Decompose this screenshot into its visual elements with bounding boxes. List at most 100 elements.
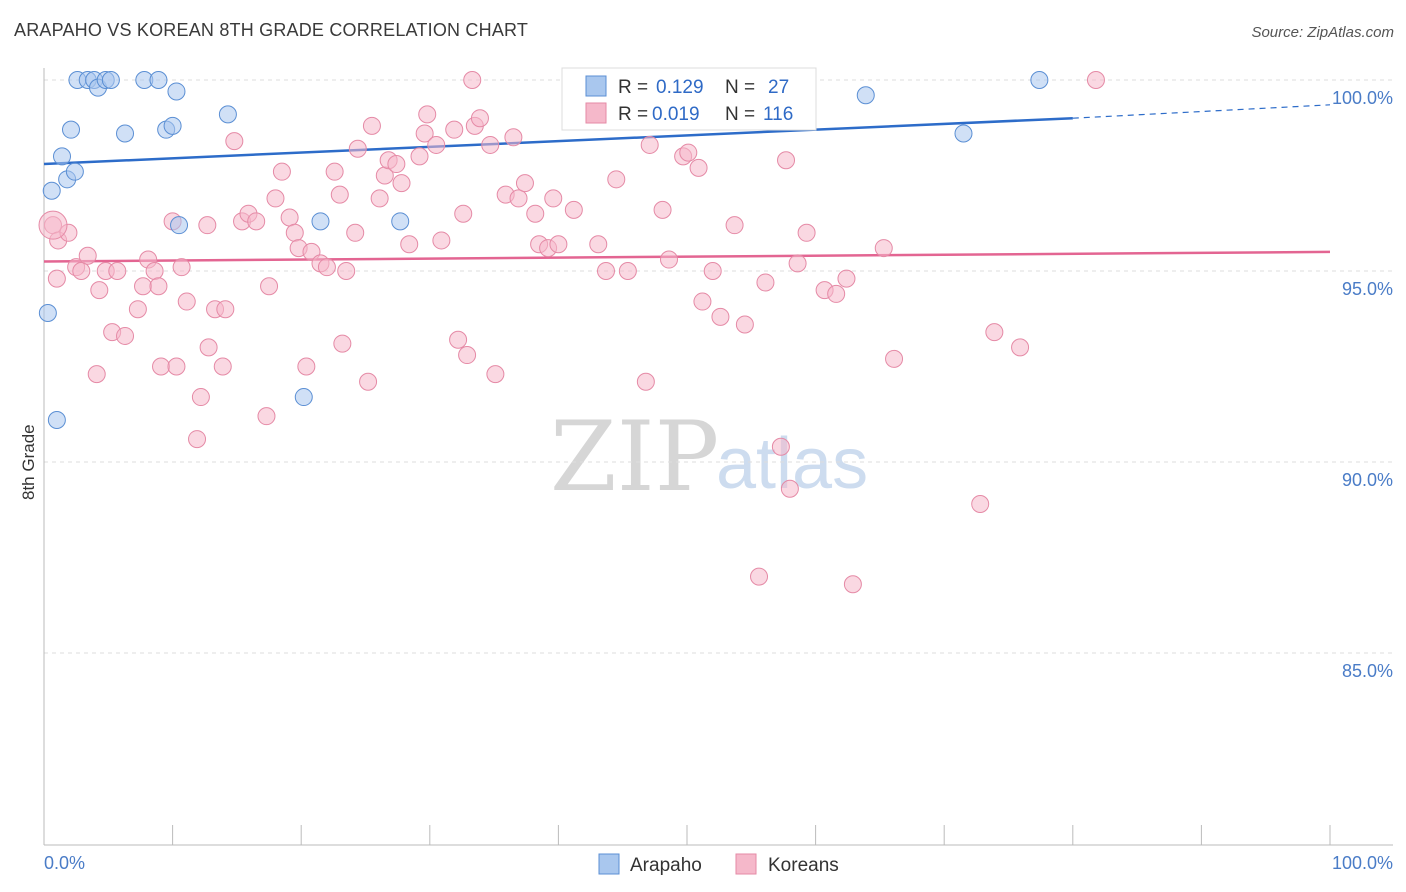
legend-arapaho-n-value: 27 [768,77,789,98]
koreans-point [659,250,678,269]
arapaho-point [163,116,182,135]
koreans-point [618,262,637,280]
koreans-point [463,71,482,89]
koreans-point [337,262,356,280]
koreans-point [771,437,790,456]
koreans-point [481,135,500,154]
koreans-point [346,223,365,242]
koreans-point [509,189,528,208]
trend-lines [43,104,1331,263]
arapaho-point [47,410,66,429]
koreans-point [607,170,626,189]
legend-swatch-koreans [585,102,607,124]
arapaho-point [42,181,61,200]
koreans-point [317,258,336,277]
koreans-point [188,430,207,449]
bottom-legend-koreans: Koreans [768,855,839,876]
koreans-point [108,262,127,280]
koreans-point [330,185,349,204]
koreans-point [693,292,712,311]
koreans-point [544,189,563,208]
koreans-point [167,357,186,376]
koreans-point [370,189,389,208]
legend-koreans-r-value: 0.019 [652,104,700,125]
arapaho-point [954,124,973,143]
koreans-point [486,365,505,384]
koreans-point [756,273,775,292]
koreans-point [432,231,451,250]
koreans-point [689,158,708,177]
x-tick-label-max: 100.0% [1332,853,1393,873]
arapaho-trend-extension [1072,104,1331,119]
koreans-point [387,155,406,174]
koreans-point [149,277,168,296]
koreans-point [564,200,583,219]
koreans-point [874,239,893,258]
koreans-point [47,269,66,288]
legend-koreans-n-value: 116 [763,104,793,125]
arapaho-point [311,212,330,231]
legend-arapaho-r-value: 0.129 [656,77,704,98]
koreans-point [72,262,91,280]
koreans-point [788,254,807,273]
y-tick-label: 100.0% [1332,88,1393,108]
bottom-legend-arapaho: Arapaho [630,855,702,876]
arapaho-point [856,86,875,105]
data-points [38,71,1105,594]
koreans-point [837,269,856,288]
koreans-point [640,135,659,154]
koreans-trend-line [43,250,1331,263]
koreans-point [134,277,153,296]
koreans-point [145,262,164,280]
koreans-point [735,315,754,334]
koreans-point [885,349,904,368]
legend-koreans-n-label: N = [725,104,755,125]
koreans-point [1086,71,1105,89]
koreans-point [285,223,304,242]
koreans-point [247,212,266,231]
arapaho-point [62,120,81,139]
koreans-point [653,200,672,219]
koreans-point [392,174,411,193]
koreans-point [225,132,244,151]
koreans-point [549,235,568,254]
koreans-point [971,495,990,514]
koreans-point [257,407,276,426]
legend-koreans-r-label: R = [618,104,648,125]
koreans-point [589,235,608,254]
koreans-point [266,189,285,208]
arapaho-point [218,105,237,124]
koreans-point [449,330,468,349]
koreans-point [526,204,545,223]
y-tick-label: 90.0% [1342,470,1393,490]
arapaho-point [116,124,135,143]
koreans-point [711,307,730,326]
koreans-point [116,326,135,345]
koreans-point [297,357,316,376]
x-tick-label-min: 0.0% [44,853,85,873]
koreans-point [213,357,232,376]
koreans-point [596,262,615,280]
chart-source: Source: ZipAtlas.com [1251,24,1394,41]
koreans-point [348,139,367,158]
koreans-point [1011,338,1030,357]
chart-title: ARAPAHO VS KOREAN 8TH GRADE CORRELATION … [14,20,529,40]
koreans-point [703,262,722,280]
koreans-point [260,277,279,296]
koreans-point [780,479,799,498]
koreans-point [797,223,816,242]
koreans-point [418,105,437,124]
gridlines: 100.0% 95.0% 90.0% 85.0% [44,79,1393,681]
arapaho-point [391,212,410,231]
legend-swatch-arapaho [585,75,607,97]
series-legend: Arapaho Koreans [598,853,839,876]
arapaho-point [53,147,72,166]
watermark-zip: ZIP [550,401,719,513]
koreans-point [172,258,191,277]
arapaho-point [294,388,313,407]
koreans-point [216,300,235,319]
koreans-point [827,284,846,303]
koreans-point [445,120,464,139]
koreans-point [679,143,698,162]
koreans-point [128,300,147,319]
